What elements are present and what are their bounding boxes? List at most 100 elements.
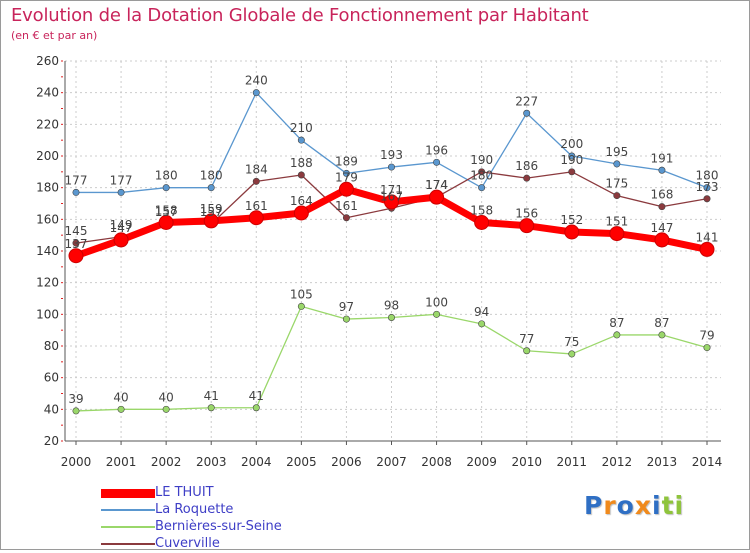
legend-swatch [101, 543, 155, 545]
logo-letter: i [652, 491, 662, 520]
data-label: 87 [609, 316, 624, 330]
data-point [162, 405, 170, 413]
data-point [342, 214, 350, 222]
data-point [478, 168, 486, 176]
data-point [117, 188, 125, 196]
y-tick-label: 20 [44, 434, 59, 448]
data-label: 94 [474, 305, 489, 319]
data-point [387, 163, 395, 171]
data-point [658, 166, 666, 174]
data-label: 189 [335, 154, 358, 168]
data-label: 168 [650, 188, 673, 202]
data-point [387, 313, 395, 321]
data-point [68, 248, 84, 264]
data-label: 156 [515, 207, 538, 221]
data-label: 174 [425, 178, 448, 192]
data-point [429, 189, 445, 205]
y-tick-label: 140 [36, 244, 59, 258]
logo-letter: x [634, 491, 652, 520]
data-point [342, 315, 350, 323]
x-tick-label: 2014 [692, 455, 723, 469]
data-point [207, 184, 215, 192]
x-tick-label: 2009 [466, 455, 497, 469]
data-label: 159 [200, 202, 223, 216]
data-label: 79 [699, 329, 714, 343]
data-point [117, 405, 125, 413]
legend-label: La Roquette [155, 502, 234, 517]
series-berni-res-sur-seine [72, 302, 711, 415]
x-tick-label: 2004 [241, 455, 272, 469]
y-tick-label: 220 [36, 117, 59, 131]
legend-label: LE THUIT [155, 485, 214, 500]
data-label: 39 [68, 392, 83, 406]
data-label: 173 [696, 180, 719, 194]
x-tick-label: 2011 [557, 455, 588, 469]
data-point [613, 192, 621, 200]
data-point [297, 171, 305, 179]
data-point [72, 188, 80, 196]
data-point [703, 195, 711, 203]
data-label: 186 [515, 159, 538, 173]
data-label: 97 [339, 300, 354, 314]
x-tick-label: 2010 [511, 455, 542, 469]
data-point [162, 184, 170, 192]
data-label: 141 [696, 230, 719, 244]
data-point [342, 169, 350, 177]
data-point [699, 241, 715, 257]
chart-title: Evolution de la Dotation Globale de Fonc… [11, 5, 589, 26]
data-label: 177 [65, 173, 88, 187]
data-label: 196 [425, 143, 448, 157]
series-le-thuit [68, 181, 715, 264]
data-point [568, 350, 576, 358]
y-tick-label: 80 [44, 339, 59, 353]
data-point [564, 224, 580, 240]
data-point [658, 331, 666, 339]
data-label: 180 [155, 169, 178, 183]
data-label: 137 [65, 237, 88, 251]
legend-label: Bernières-sur-Seine [155, 519, 282, 534]
data-label: 193 [380, 148, 403, 162]
data-point [478, 184, 486, 192]
data-label: 158 [470, 204, 493, 218]
x-tick-label: 2012 [602, 455, 633, 469]
data-label: 98 [384, 299, 399, 313]
data-label: 195 [605, 145, 628, 159]
data-point [568, 168, 576, 176]
data-label: 177 [110, 173, 133, 187]
data-point [478, 320, 486, 328]
data-label: 41 [204, 389, 219, 403]
data-point [207, 404, 215, 412]
data-label: 40 [159, 390, 174, 404]
data-point [158, 215, 174, 230]
data-label: 41 [249, 389, 264, 403]
data-point [703, 184, 711, 192]
data-point [523, 174, 531, 182]
data-point [433, 158, 441, 166]
data-label: 161 [335, 199, 358, 213]
logo-letter: r [603, 491, 617, 520]
data-point [297, 302, 305, 310]
y-tick-label: 120 [36, 276, 59, 290]
data-label: 174 [425, 178, 448, 192]
logo-letter: i [674, 491, 685, 520]
data-point [248, 210, 264, 226]
data-point [252, 89, 260, 97]
x-tick-label: 2005 [286, 455, 317, 469]
data-label: 87 [654, 316, 669, 330]
data-label: 40 [113, 390, 128, 404]
x-tick-label: 2006 [331, 455, 362, 469]
data-label: 210 [290, 121, 313, 135]
data-point [384, 194, 399, 210]
data-label: 145 [65, 224, 88, 238]
data-point [113, 232, 129, 248]
x-tick-label: 2003 [196, 455, 227, 469]
data-label: 157 [200, 205, 223, 219]
data-label: 180 [200, 169, 223, 183]
data-label: 190 [560, 153, 583, 167]
legend-swatch [101, 526, 155, 528]
data-label: 190 [470, 153, 493, 167]
data-point [609, 226, 625, 242]
series-la-roquette [72, 89, 711, 196]
data-point [338, 181, 354, 197]
